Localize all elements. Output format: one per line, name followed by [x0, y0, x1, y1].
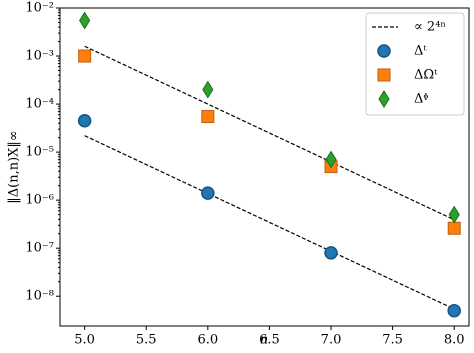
- y-tick-label: 10⁻⁵: [25, 145, 54, 160]
- legend-label: Δᵗ: [414, 44, 427, 59]
- legend-label: ∝ 2⁴ⁿ: [414, 20, 446, 35]
- legend-box: [365, 12, 465, 116]
- point: [325, 150, 337, 169]
- y-axis-label: ‖Δ(n,n)X‖∞: [7, 130, 22, 204]
- point: [78, 49, 92, 63]
- y-tick-label: 10⁻²: [25, 1, 54, 16]
- point: [324, 246, 338, 260]
- y-tick-label: 10⁻⁶: [25, 193, 54, 208]
- point: [201, 110, 215, 124]
- fit-line: [84, 135, 455, 310]
- x-tick-label: 8.0: [444, 333, 465, 348]
- x-tick-label: 7.5: [382, 333, 403, 348]
- x-axis-label: n: [260, 333, 268, 348]
- point: [79, 11, 91, 30]
- y-tick-label: 10⁻⁴: [25, 97, 54, 112]
- x-tick-label: 7.0: [321, 333, 342, 348]
- point: [77, 113, 92, 128]
- legend-marker: [377, 68, 391, 82]
- point: [447, 303, 461, 318]
- y-tick-label: 10⁻⁷: [25, 241, 54, 256]
- x-tick-label: 6.5: [259, 333, 280, 348]
- point: [202, 80, 214, 99]
- point: [447, 221, 461, 235]
- x-tick-label: 5.0: [74, 333, 95, 348]
- x-tick-label: 5.5: [136, 333, 157, 348]
- legend-marker: [377, 44, 391, 58]
- point: [201, 186, 215, 200]
- fit-line: [84, 45, 455, 221]
- legend-marker: [378, 90, 390, 108]
- y-tick-label: 10⁻⁸: [25, 289, 54, 304]
- x-tick-label: 6.0: [197, 333, 218, 348]
- legend-label: ΔΩᵗ: [414, 68, 438, 83]
- legend-label: Δᶲ: [414, 92, 428, 107]
- point: [448, 205, 460, 224]
- y-tick-label: 10⁻³: [25, 49, 54, 64]
